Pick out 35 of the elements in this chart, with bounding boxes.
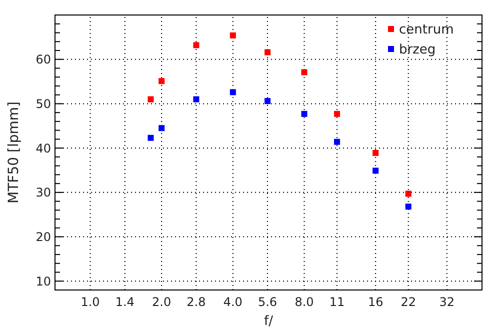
x-tick-label: 22 bbox=[400, 295, 416, 309]
point bbox=[301, 110, 308, 117]
x-tick-label: 16 bbox=[368, 295, 384, 309]
point bbox=[334, 138, 340, 145]
x-tick-label: 5.6 bbox=[258, 295, 278, 309]
y-tick-label: 20 bbox=[36, 230, 51, 244]
point bbox=[264, 49, 271, 56]
x-tick-label: 1.0 bbox=[80, 295, 100, 309]
point bbox=[264, 98, 271, 104]
y-tick-label: 40 bbox=[36, 141, 51, 156]
x-tick-label: 1.4 bbox=[115, 295, 134, 309]
y-tick-label: 30 bbox=[36, 186, 51, 200]
x-tick-label: 11 bbox=[329, 295, 345, 309]
x-axis-title: f/ bbox=[264, 314, 274, 329]
x-tick-label: 2.0 bbox=[152, 295, 172, 309]
point bbox=[230, 89, 236, 96]
y-tick-label: 60 bbox=[36, 52, 51, 67]
point bbox=[301, 69, 308, 76]
point bbox=[193, 96, 200, 102]
point bbox=[405, 190, 412, 197]
point bbox=[193, 42, 200, 48]
legend-label: brzeg bbox=[399, 42, 436, 58]
point bbox=[405, 204, 412, 210]
x-tick-label: 8.0 bbox=[294, 295, 314, 309]
legend-label: centrum bbox=[399, 22, 454, 38]
point bbox=[158, 78, 165, 84]
y-tick-label: 10 bbox=[36, 274, 51, 288]
y-tick-label: 50 bbox=[36, 96, 51, 111]
y-axis-title: MTF50 [lpmm] bbox=[6, 102, 22, 204]
x-tick-label: 4.0 bbox=[223, 295, 242, 309]
point bbox=[158, 125, 165, 132]
point bbox=[334, 110, 340, 117]
point bbox=[230, 32, 236, 38]
x-tick-label: 2.8 bbox=[186, 295, 206, 309]
x-tick-label: 32 bbox=[439, 295, 455, 309]
